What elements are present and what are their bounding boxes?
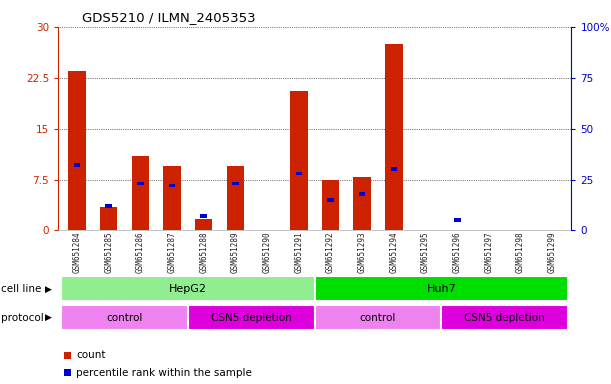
Bar — [359, 192, 365, 195]
Bar — [169, 184, 175, 187]
Text: HepG2: HepG2 — [169, 284, 207, 294]
Text: Huh7: Huh7 — [426, 284, 456, 294]
Text: CSN5 depletion: CSN5 depletion — [464, 313, 545, 323]
Bar — [68, 71, 86, 230]
Bar — [195, 219, 213, 230]
Bar — [163, 166, 181, 230]
Bar — [74, 164, 81, 167]
Bar — [232, 182, 239, 185]
Bar — [132, 156, 149, 230]
Text: count: count — [76, 350, 106, 360]
Bar — [106, 204, 112, 208]
Text: ▶: ▶ — [45, 313, 51, 322]
Bar — [390, 167, 397, 171]
Text: CSN5 depletion: CSN5 depletion — [211, 313, 291, 323]
Text: control: control — [106, 313, 143, 323]
Text: control: control — [360, 313, 396, 323]
Text: cell line: cell line — [1, 284, 41, 294]
Bar — [200, 214, 207, 218]
Bar — [454, 218, 461, 222]
Bar — [296, 172, 302, 175]
Text: ▶: ▶ — [45, 285, 51, 293]
Bar — [61, 305, 188, 330]
Bar — [441, 305, 568, 330]
Text: percentile rank within the sample: percentile rank within the sample — [76, 367, 252, 377]
Bar — [61, 276, 315, 301]
Bar — [315, 305, 441, 330]
Bar — [137, 182, 144, 185]
Bar — [188, 305, 315, 330]
Text: GDS5210 / ILMN_2405353: GDS5210 / ILMN_2405353 — [82, 12, 256, 25]
Bar — [227, 166, 244, 230]
Bar — [315, 276, 568, 301]
Text: protocol: protocol — [1, 313, 43, 323]
Bar — [322, 180, 339, 230]
Bar — [385, 44, 403, 230]
Bar — [290, 91, 307, 230]
Bar — [327, 198, 334, 202]
Bar — [100, 207, 117, 230]
Bar — [354, 177, 371, 230]
